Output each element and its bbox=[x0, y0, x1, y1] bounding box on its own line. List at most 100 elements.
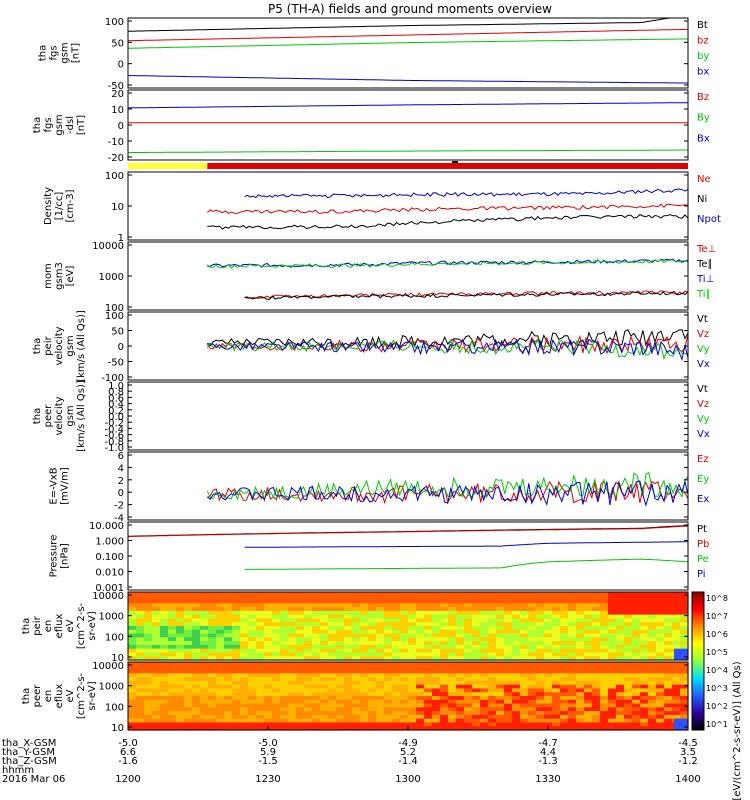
heatmap-cell bbox=[640, 629, 649, 635]
heatmap-cell bbox=[584, 692, 593, 697]
ephemeris-label: tha_Y-GSM bbox=[2, 747, 55, 758]
heatmap-cell bbox=[264, 696, 273, 701]
heatmap-cell bbox=[336, 629, 345, 635]
heatmap-cell bbox=[328, 711, 337, 716]
panel-peir_spectrogram: 10000100010010thapeirenefluxeV[cm^2-s-sr… bbox=[21, 591, 689, 664]
heatmap-cell bbox=[656, 718, 665, 724]
y-tick-label: -0.6 bbox=[104, 431, 124, 442]
heatmap-cell bbox=[640, 644, 649, 650]
heatmap-cell bbox=[136, 673, 145, 678]
heatmap-cell bbox=[328, 696, 337, 701]
heatmap-cell bbox=[416, 699, 425, 705]
heatmap-cell bbox=[504, 722, 513, 727]
heatmap-cell bbox=[632, 633, 641, 638]
heatmap-cell bbox=[352, 618, 361, 623]
heatmap-cell bbox=[312, 665, 321, 671]
heatmap-cell bbox=[368, 648, 377, 654]
heatmap-cell bbox=[144, 607, 153, 612]
heatmap-cell bbox=[536, 652, 545, 657]
heatmap-cell bbox=[528, 665, 537, 671]
heatmap-cell bbox=[584, 599, 593, 604]
heatmap-cell bbox=[416, 726, 425, 731]
heatmap-cell bbox=[400, 592, 409, 597]
heatmap-cell bbox=[608, 696, 617, 701]
heatmap-cell bbox=[656, 722, 665, 727]
heatmap-cell bbox=[288, 699, 297, 705]
heatmap-cell bbox=[608, 714, 617, 720]
heatmap-cell bbox=[648, 673, 657, 678]
heatmap-cell bbox=[392, 726, 401, 731]
heatmap-cell bbox=[392, 662, 401, 667]
heatmap-cell bbox=[344, 599, 353, 604]
heatmap-cell bbox=[312, 626, 321, 631]
heatmap-cell bbox=[176, 696, 185, 701]
heatmap-cell bbox=[248, 641, 257, 646]
heatmap-cell bbox=[184, 656, 193, 661]
heatmap-cell bbox=[576, 711, 585, 716]
heatmap-cell bbox=[192, 656, 201, 661]
heatmap-cell bbox=[216, 599, 225, 604]
heatmap-cell bbox=[416, 618, 425, 623]
heatmap-cell bbox=[616, 726, 625, 731]
heatmap-cell bbox=[648, 592, 657, 597]
heatmap-cell bbox=[656, 673, 665, 678]
heatmap-cell bbox=[160, 644, 169, 650]
heatmap-cell bbox=[656, 711, 665, 716]
heatmap-cell bbox=[344, 673, 353, 678]
heatmap-cell bbox=[408, 673, 417, 678]
heatmap-cell bbox=[448, 707, 457, 712]
ephemeris-value: -4.7 bbox=[538, 738, 558, 749]
heatmap-cell bbox=[400, 703, 409, 708]
heatmap-cell bbox=[128, 637, 137, 642]
heatmap-cell bbox=[536, 669, 545, 674]
heatmap-cell bbox=[624, 633, 633, 638]
heatmap-cell bbox=[272, 599, 281, 604]
heatmap-cell bbox=[160, 714, 169, 720]
heatmap-cell bbox=[456, 652, 465, 657]
heatmap-cell bbox=[360, 637, 369, 642]
heatmap-cell bbox=[176, 595, 185, 601]
heatmap-cell bbox=[320, 603, 329, 608]
heatmap-cell bbox=[232, 648, 241, 654]
heatmap-cell bbox=[632, 669, 641, 674]
heatmap-cell bbox=[368, 714, 377, 720]
heatmap-cell bbox=[160, 718, 169, 724]
heatmap-cell bbox=[416, 644, 425, 650]
heatmap-cell bbox=[264, 684, 273, 690]
heatmap-cell bbox=[416, 607, 425, 612]
heatmap-cell bbox=[568, 618, 577, 623]
heatmap-cell bbox=[352, 718, 361, 724]
heatmap-cell bbox=[528, 626, 537, 631]
heatmap-cell bbox=[392, 677, 401, 682]
heatmap-cell bbox=[472, 726, 481, 731]
heatmap-cell bbox=[480, 626, 489, 631]
heatmap-cell bbox=[464, 669, 473, 674]
heatmap-cell bbox=[176, 626, 185, 631]
heatmap-cell bbox=[280, 648, 289, 654]
heatmap-cell bbox=[504, 673, 513, 678]
heatmap-cell bbox=[184, 692, 193, 697]
heatmap-cell bbox=[496, 641, 505, 646]
heatmap-cell bbox=[328, 622, 337, 627]
heatmap-cell bbox=[392, 718, 401, 724]
heatmap-cell bbox=[568, 699, 577, 705]
heatmap-cell bbox=[200, 629, 209, 635]
heatmap-cell bbox=[592, 629, 601, 635]
heatmap-cell bbox=[576, 680, 585, 686]
heatmap-cell bbox=[576, 684, 585, 690]
y-tick-label: 1000 bbox=[99, 272, 124, 283]
y-axis-label-line: eflux bbox=[54, 614, 65, 639]
heatmap-cell bbox=[264, 669, 273, 674]
heatmap-cell bbox=[176, 614, 185, 620]
heatmap-cell bbox=[280, 607, 289, 612]
heatmap-cell bbox=[248, 699, 257, 705]
heatmap-cell bbox=[320, 622, 329, 627]
heatmap-cell bbox=[208, 662, 217, 667]
y-axis-label-line: eV bbox=[65, 619, 76, 632]
heatmap-cell bbox=[512, 648, 521, 654]
heatmap-cell bbox=[464, 680, 473, 686]
heatmap-cell bbox=[360, 618, 369, 623]
heatmap-cell bbox=[184, 707, 193, 712]
